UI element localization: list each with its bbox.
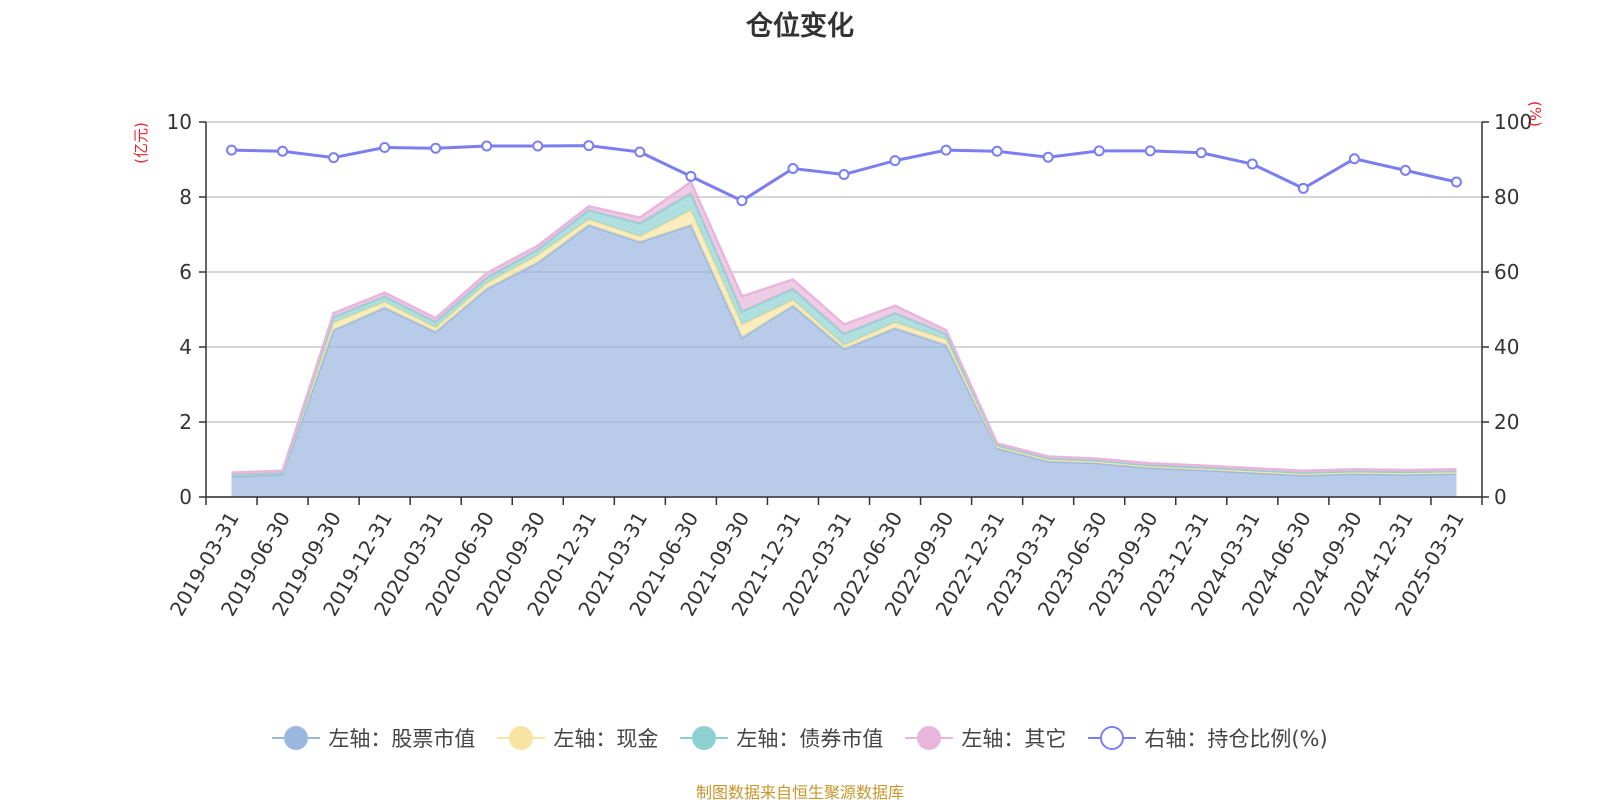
ratio-point[interactable] [1093, 145, 1105, 157]
legend-item-5[interactable]: 右轴：持仓比例(%) [1088, 723, 1328, 753]
ratio-point[interactable] [940, 144, 952, 156]
ratio-point[interactable] [277, 145, 289, 157]
area-edge-4 [231, 180, 1457, 474]
legend-item-4[interactable]: 左轴：其它 [905, 723, 1066, 753]
ratio-point[interactable] [430, 142, 442, 154]
ratio-point[interactable] [1042, 151, 1054, 163]
legend-marker-icon [497, 724, 546, 752]
legend-marker-icon [1088, 724, 1137, 752]
legend-item-1[interactable]: 左轴：股票市值 [272, 723, 475, 753]
left-tick-label: 2 [179, 410, 192, 434]
legend-item-2[interactable]: 左轴：现金 [497, 723, 658, 753]
right-tick-label: 80 [1494, 185, 1519, 209]
legend-marker-icon [680, 724, 729, 752]
right-axis-unit: (%) [1526, 101, 1544, 127]
legend-label: 左轴：股票市值 [328, 727, 476, 751]
ratio-point[interactable] [532, 140, 544, 152]
ratio-point[interactable] [379, 142, 391, 153]
ratio-point[interactable] [1246, 158, 1258, 170]
source-note: 制图数据来自恒生聚源数据库 [695, 783, 904, 802]
ratio-point[interactable] [1450, 176, 1462, 188]
left-tick-label: 0 [179, 485, 192, 509]
right-tick-label: 40 [1494, 335, 1519, 359]
ratio-point[interactable] [736, 195, 748, 207]
area-series-4 [231, 182, 1457, 475]
area-series-1 [231, 225, 1457, 497]
ratio-point[interactable] [685, 170, 697, 182]
right-tick-label: 0 [1494, 485, 1507, 509]
left-tick-label: 6 [179, 260, 192, 284]
chart-legend: 左轴：股票市值 左轴：现金 左轴：债券市值 左轴：其它 右轴：持仓比例(%) [0, 723, 1600, 753]
legend-marker-icon [905, 724, 954, 752]
legend-label: 左轴：现金 [553, 727, 659, 751]
stacked-areas [231, 180, 1457, 497]
ratio-point[interactable] [787, 163, 799, 174]
right-tick-label: 20 [1494, 410, 1519, 434]
ratio-point[interactable] [634, 146, 646, 158]
left-axis-unit: (亿元) [132, 122, 150, 164]
ratio-point[interactable] [1297, 182, 1309, 194]
ratio-point[interactable] [1399, 164, 1411, 176]
legend-marker-icon [272, 724, 321, 752]
legend-label: 右轴：持仓比例(%) [1144, 727, 1328, 751]
ratio-point[interactable] [481, 140, 493, 152]
legend-label: 左轴：其它 [961, 727, 1067, 751]
ratio-point[interactable] [1195, 147, 1207, 159]
ratio-point[interactable] [226, 144, 238, 156]
right-tick-label: 60 [1494, 260, 1519, 284]
left-tick-label: 10 [167, 110, 192, 134]
ratio-point[interactable] [991, 145, 1003, 157]
left-tick-label: 8 [179, 185, 192, 209]
ratio-point[interactable] [328, 152, 340, 164]
right-tick-label: 100 [1494, 110, 1532, 134]
legend-item-3[interactable]: 左轴：债券市值 [680, 723, 883, 753]
ratio-point[interactable] [583, 140, 595, 152]
ratio-point[interactable] [1348, 153, 1360, 165]
ratio-line [226, 140, 1462, 207]
ratio-point[interactable] [838, 169, 850, 180]
ratio-point[interactable] [889, 155, 901, 167]
left-tick-label: 4 [179, 335, 192, 359]
ratio-point[interactable] [1144, 145, 1156, 157]
chart-title: 仓位变化 [746, 11, 854, 42]
legend-label: 左轴：债券市值 [736, 727, 884, 751]
